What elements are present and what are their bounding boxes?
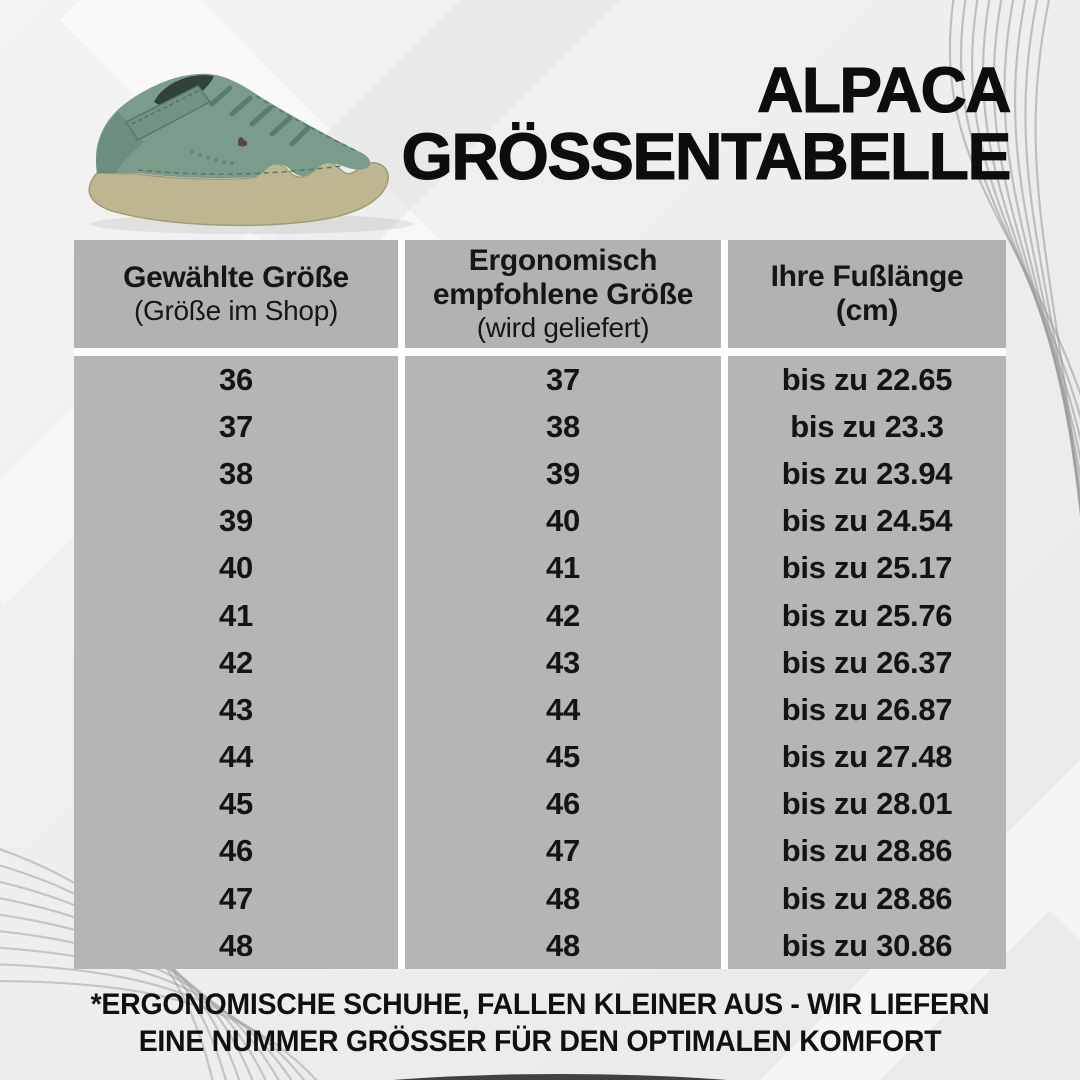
footnote: *ERGONOMISCHE SCHUHE, FALLEN KLEINER AUS… <box>27 986 1053 1060</box>
column-header-foot-length: Ihre Fußlänge (cm) <box>728 240 1006 348</box>
cell-delivered-size: 48 <box>405 922 721 970</box>
cell-foot-length: bis zu 26.87 <box>728 686 1006 734</box>
bottom-dark-shape <box>392 1074 728 1080</box>
cell-shop-size: 45 <box>74 780 398 828</box>
cell-shop-size: 41 <box>74 591 398 640</box>
sneaker-illustration <box>88 73 414 234</box>
cell-shop-size: 47 <box>74 875 398 923</box>
cell-foot-length: bis zu 22.65 <box>728 356 1006 404</box>
cell-shop-size: 43 <box>74 686 398 734</box>
header-title: Ergonomisch <box>468 244 658 277</box>
cell-delivered-size: 38 <box>405 403 721 451</box>
header-unit: (cm) <box>835 294 899 327</box>
cell-delivered-size: 44 <box>405 686 721 734</box>
cell-foot-length: bis zu 26.37 <box>728 639 1006 687</box>
cell-foot-length: bis zu 28.86 <box>728 875 1006 923</box>
shoe-laces <box>209 85 311 147</box>
cell-shop-size: 36 <box>74 356 398 404</box>
alpaca-logo <box>238 137 248 147</box>
header-subtitle: (Größe im Shop) <box>134 295 338 326</box>
title-subject: GRÖSSENTABELLE <box>401 119 1012 193</box>
cell-foot-length: bis zu 25.17 <box>728 544 1006 592</box>
table-body: 36 37 bis zu 22.65 37 38 bis zu 23.3 38 … <box>74 356 1006 970</box>
header-title: empfohlene Größe <box>432 278 694 311</box>
cell-shop-size: 42 <box>74 639 398 687</box>
cell-foot-length: bis zu 27.48 <box>728 733 1006 781</box>
cell-shop-size: 37 <box>74 403 398 451</box>
cell-foot-length: bis zu 24.54 <box>728 497 1006 545</box>
footnote-line-1: *ERGONOMISCHE SCHUHE, FALLEN KLEINER AUS… <box>90 988 990 1021</box>
cell-shop-size: 46 <box>74 827 398 876</box>
cell-shop-size: 38 <box>74 450 398 498</box>
page-title: ALPACA GRÖSSENTABELLE <box>401 54 1013 193</box>
cell-foot-length: bis zu 28.86 <box>728 827 1006 876</box>
cell-shop-size: 40 <box>74 544 398 592</box>
cell-shop-size: 39 <box>74 497 398 545</box>
cell-delivered-size: 42 <box>405 591 721 640</box>
cell-delivered-size: 46 <box>405 780 721 828</box>
cell-foot-length: bis zu 30.86 <box>728 922 1006 970</box>
cell-shop-size: 48 <box>74 922 398 970</box>
product-shoe-image <box>42 30 414 238</box>
cell-foot-length: bis zu 23.3 <box>728 403 1006 451</box>
cell-delivered-size: 45 <box>405 733 721 781</box>
header-title: Ihre Fußlänge <box>770 260 964 293</box>
cell-delivered-size: 47 <box>405 827 721 876</box>
diagonal-band <box>250 0 620 290</box>
column-header-delivered-size: Ergonomisch empfohlene Größe (wird gelie… <box>405 240 721 348</box>
footnote-line-2: EINE NUMMER GRÖSSER FÜR DEN OPTIMALEN KO… <box>138 1025 942 1058</box>
cell-delivered-size: 41 <box>405 544 721 592</box>
cell-foot-length: bis zu 23.94 <box>728 450 1006 498</box>
column-header-shop-size: Gewählte Größe (Größe im Shop) <box>74 240 398 348</box>
cell-shop-size: 44 <box>74 733 398 781</box>
header-title: Gewählte Größe <box>123 261 349 294</box>
shoe-strap <box>124 85 212 141</box>
perforations <box>190 150 234 165</box>
cell-delivered-size: 37 <box>405 356 721 404</box>
header-subtitle: (wird geliefert) <box>476 312 650 343</box>
title-brand: ALPACA <box>757 54 1013 126</box>
cell-delivered-size: 40 <box>405 497 721 545</box>
cell-delivered-size: 43 <box>405 639 721 687</box>
diagonal-band <box>880 910 1080 1080</box>
cell-delivered-size: 48 <box>405 875 721 923</box>
size-table: Gewählte Größe (Größe im Shop) Ergonomis… <box>74 240 1006 970</box>
cell-delivered-size: 39 <box>405 450 721 498</box>
cell-foot-length: bis zu 28.01 <box>728 780 1006 828</box>
cell-foot-length: bis zu 25.76 <box>728 591 1006 640</box>
